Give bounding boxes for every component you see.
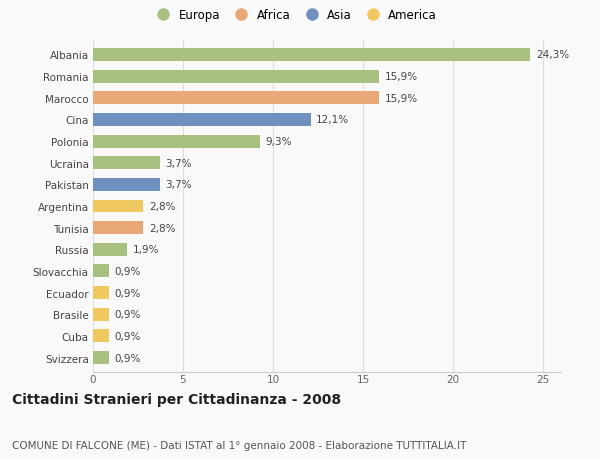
Bar — [93, 308, 109, 321]
Bar — [93, 243, 127, 256]
Text: 15,9%: 15,9% — [385, 72, 418, 82]
Bar — [93, 71, 379, 84]
Text: 24,3%: 24,3% — [536, 50, 569, 60]
Text: 0,9%: 0,9% — [115, 331, 141, 341]
Text: 3,7%: 3,7% — [165, 158, 191, 168]
Text: 1,9%: 1,9% — [133, 245, 159, 255]
Bar — [93, 265, 109, 278]
Text: 0,9%: 0,9% — [115, 353, 141, 363]
Bar — [93, 114, 311, 127]
Text: 0,9%: 0,9% — [115, 266, 141, 276]
Bar — [93, 351, 109, 364]
Bar — [93, 330, 109, 342]
Text: COMUNE DI FALCONE (ME) - Dati ISTAT al 1° gennaio 2008 - Elaborazione TUTTITALIA: COMUNE DI FALCONE (ME) - Dati ISTAT al 1… — [12, 440, 466, 450]
Text: 12,1%: 12,1% — [316, 115, 349, 125]
Text: Cittadini Stranieri per Cittadinanza - 2008: Cittadini Stranieri per Cittadinanza - 2… — [12, 392, 341, 406]
Bar — [93, 179, 160, 191]
Text: 0,9%: 0,9% — [115, 288, 141, 298]
Bar — [93, 222, 143, 235]
Text: 15,9%: 15,9% — [385, 94, 418, 104]
Bar — [93, 92, 379, 105]
Text: 2,8%: 2,8% — [149, 223, 175, 233]
Text: 0,9%: 0,9% — [115, 309, 141, 319]
Bar — [93, 200, 143, 213]
Bar — [93, 49, 530, 62]
Text: 9,3%: 9,3% — [266, 137, 292, 147]
Bar — [93, 157, 160, 170]
Text: 3,7%: 3,7% — [165, 180, 191, 190]
Bar — [93, 135, 260, 148]
Text: 2,8%: 2,8% — [149, 202, 175, 212]
Bar — [93, 286, 109, 299]
Legend: Europa, Africa, Asia, America: Europa, Africa, Asia, America — [151, 9, 437, 22]
